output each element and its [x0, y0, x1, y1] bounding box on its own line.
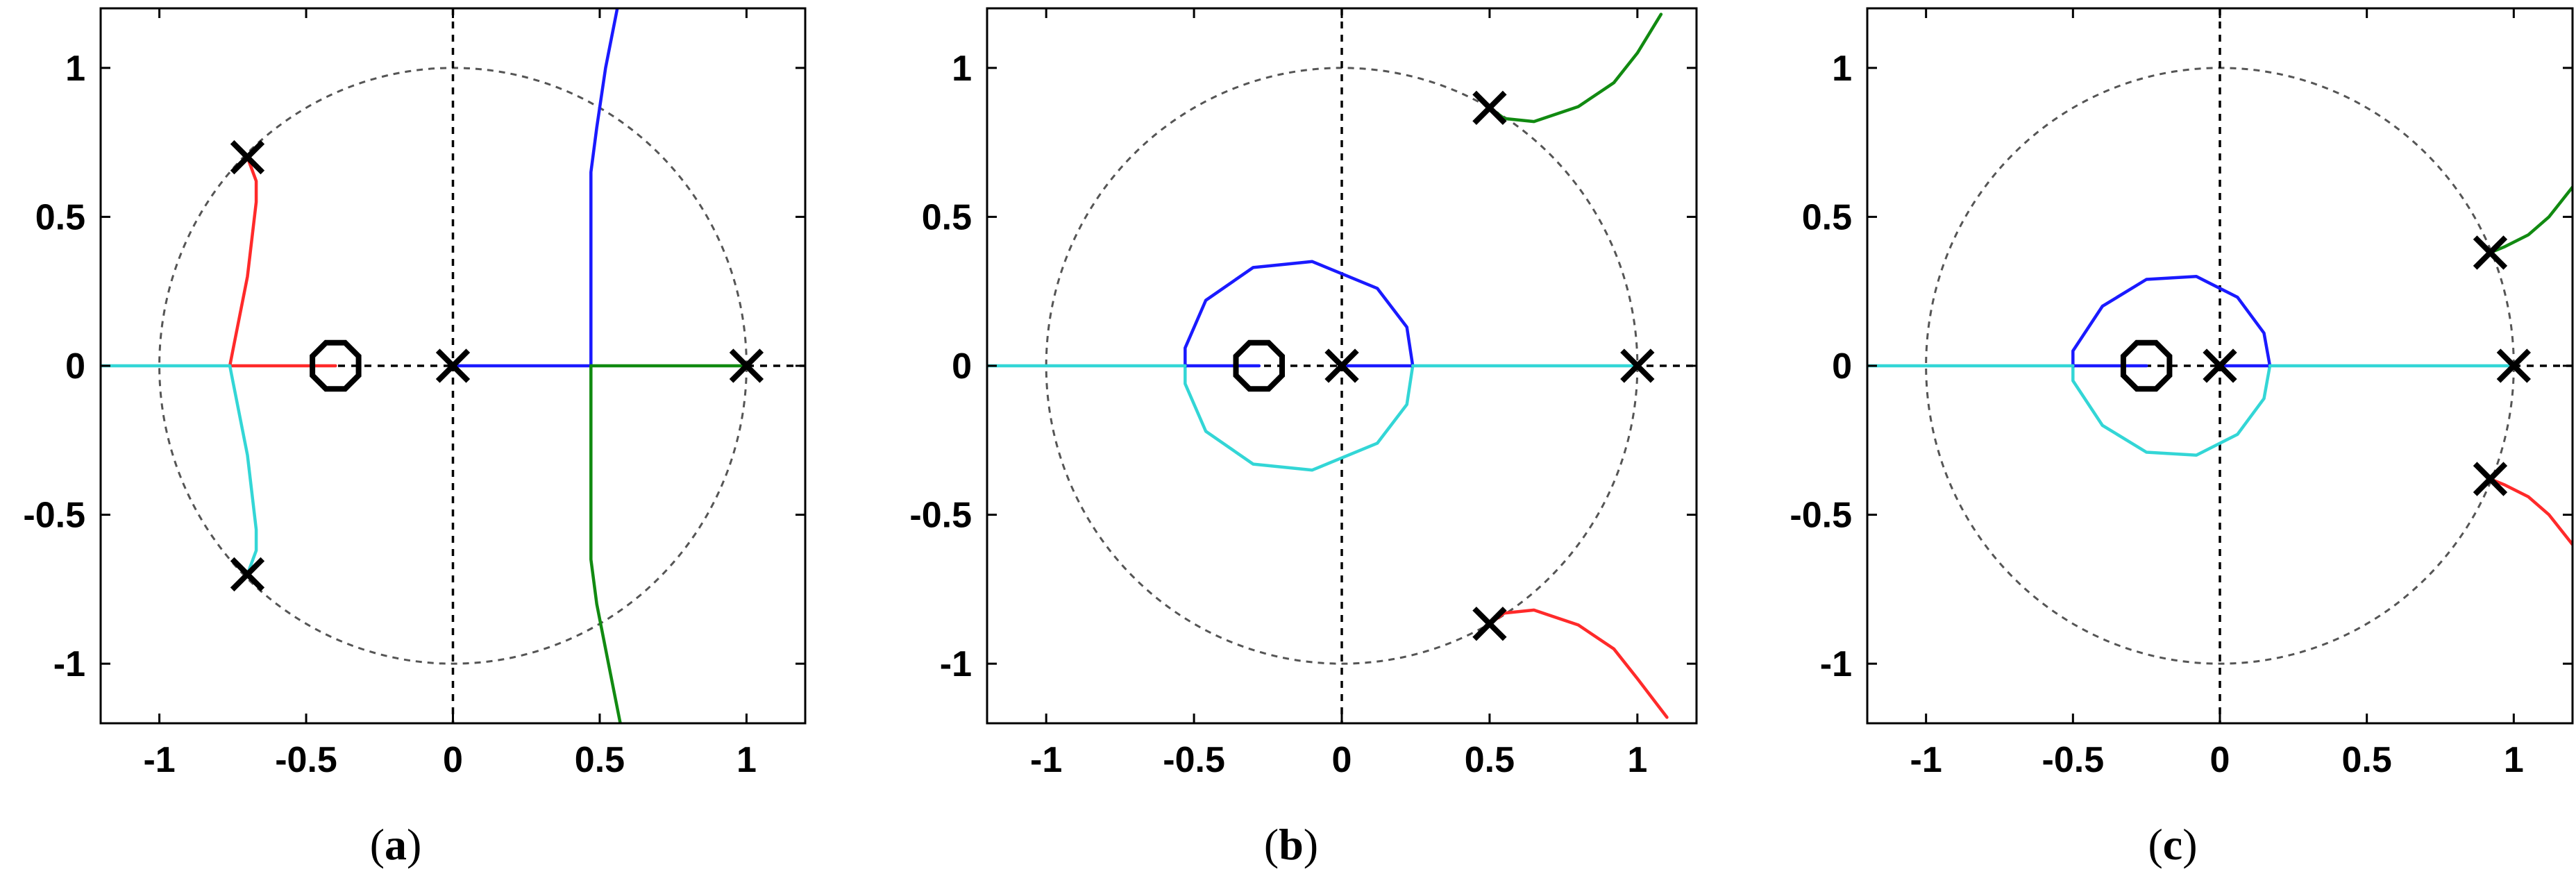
x-tick-label: 1 [1627, 740, 1647, 780]
panel-b: -1 -0.5 0 0.5 1 1 0.5 0 -0.5 -1 (b) [909, 7, 1698, 869]
x-tick-label: 0 [1332, 740, 1352, 780]
x-tick-label: -1 [1910, 740, 1942, 780]
x-tick-label: -0.5 [1163, 740, 1225, 780]
zero-marker [1233, 339, 1285, 392]
y-tick-label: 0 [65, 346, 85, 387]
x-tick-label: 0.5 [575, 740, 625, 780]
caption-open-paren: ( [370, 820, 385, 869]
locus-branch-cyan [1184, 364, 1415, 472]
y-tick-label: 0.5 [1802, 197, 1852, 237]
caption-letter: b [1279, 820, 1304, 869]
pole-marker [2473, 462, 2508, 496]
pole-marker [435, 348, 471, 383]
y-tick-label: 0 [1832, 346, 1852, 387]
pole-marker [729, 348, 764, 383]
x-tick-label: 1 [2504, 740, 2524, 780]
locus-branch-red [1488, 608, 1669, 719]
pole-marker [2473, 235, 2508, 270]
panel-c: -1 -0.5 0 0.5 1 1 0.5 0 -0.5 -1 (c) [1790, 7, 2574, 869]
y-tick-label: 1 [65, 49, 85, 89]
pole-marker [2496, 348, 2531, 383]
x-tick-label: 0.5 [2342, 740, 2392, 780]
pole-marker [1472, 90, 1507, 125]
pole-marker [1620, 348, 1655, 383]
caption-close-paren: ) [1304, 820, 1318, 869]
x-tick-label: -0.5 [275, 740, 337, 780]
locus-branch-red [2489, 477, 2573, 546]
caption-open-paren: ( [2148, 820, 2162, 869]
x-tick-label: -0.5 [2042, 740, 2105, 780]
panel-caption: (b) [1264, 820, 1318, 869]
locus-branch-green [2489, 185, 2573, 255]
x-tick-label: 0 [443, 740, 463, 780]
zero-marker [2120, 339, 2173, 392]
caption-letter: c [2163, 820, 2182, 869]
y-tick-label: -0.5 [23, 496, 85, 536]
pole-marker [1472, 607, 1507, 641]
panel-caption: (a) [370, 820, 422, 869]
locus-branch-blue [2071, 275, 2272, 368]
locus-branch-cyan [2071, 364, 2272, 457]
x-tick-label: 0.5 [1465, 740, 1515, 780]
y-tick-label: -0.5 [1790, 496, 1852, 536]
caption-letter: a [385, 820, 407, 869]
y-tick-label: 0.5 [922, 197, 972, 237]
locus-branch-green [589, 364, 748, 723]
y-tick-label: 1 [1832, 49, 1852, 89]
zero-marker [310, 339, 362, 392]
y-tick-label: 1 [952, 49, 972, 89]
x-tick-label: 1 [736, 740, 757, 780]
y-tick-label: -1 [1820, 644, 1852, 684]
y-tick-label: -0.5 [909, 496, 972, 536]
x-tick-label: -1 [1030, 740, 1062, 780]
panel-a-plot-area [101, 8, 805, 723]
x-tick-label: 0 [2210, 740, 2230, 780]
locus-branch-cyan [101, 364, 258, 576]
panel-a: -1 -0.5 0 0.5 1 1 0.5 0 -0.5 -1 (a) [23, 7, 807, 869]
y-tick-label: -1 [940, 644, 972, 684]
locus-branch-blue [1184, 260, 1415, 368]
y-tick-label: -1 [53, 644, 85, 684]
caption-open-paren: ( [1264, 820, 1279, 869]
y-tick-label: 0.5 [35, 197, 85, 237]
panel-caption: (c) [2148, 820, 2197, 869]
pole-marker [1324, 348, 1359, 383]
caption-close-paren: ) [407, 820, 421, 869]
pole-marker [230, 557, 265, 592]
locus-branch-green [1488, 12, 1663, 124]
y-tick-label: 0 [952, 346, 972, 387]
pole-marker [2203, 348, 2237, 383]
x-tick-label: -1 [143, 740, 175, 780]
caption-close-paren: ) [2182, 820, 2197, 869]
pole-marker [230, 140, 265, 175]
